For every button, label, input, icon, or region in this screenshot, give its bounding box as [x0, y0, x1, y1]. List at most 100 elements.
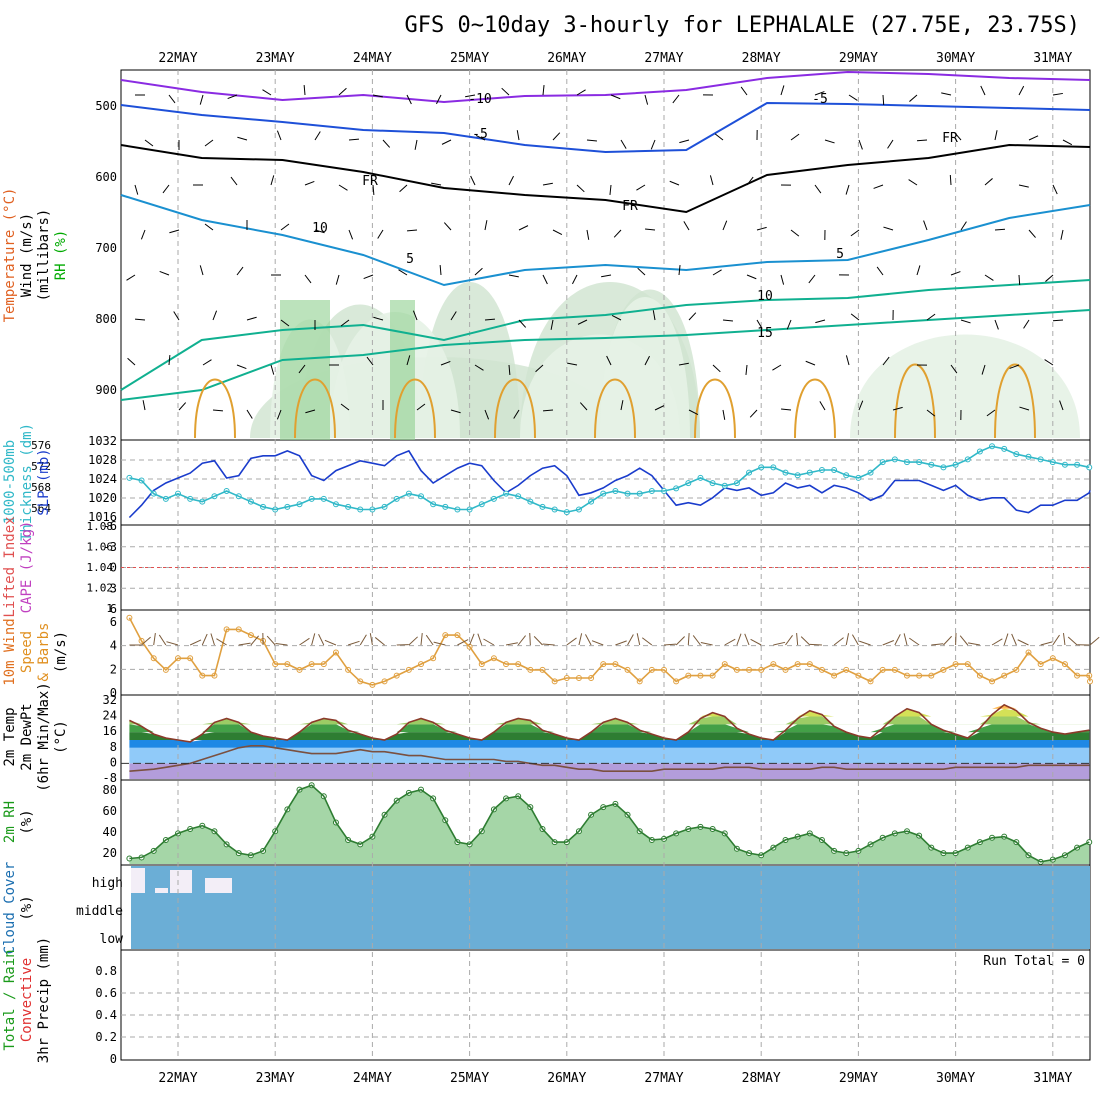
wind-barb [542, 274, 548, 285]
wind-barb [338, 87, 347, 96]
rh-shade-light [850, 334, 1080, 438]
wind-barb-10m [800, 636, 811, 646]
wind-barb-10m [641, 637, 653, 646]
date-label-top: 28MAY [742, 51, 781, 66]
wind-barb [722, 220, 728, 231]
wind-barb [1018, 274, 1021, 286]
cloud-fill [131, 866, 1090, 949]
wind-barb [678, 265, 681, 276]
wind-barb [984, 274, 994, 281]
wind-barb-10m [591, 640, 604, 646]
wind-barb [398, 269, 408, 276]
wind-barb [688, 409, 699, 415]
warm-surface-contour [994, 363, 1036, 439]
wind-barb [199, 94, 204, 105]
temp-tick: 16 [103, 724, 117, 738]
rh-tick: 20 [103, 846, 117, 860]
slp-tick: 1024 [88, 472, 117, 486]
wind-barb-10m [991, 638, 1003, 646]
slp-axis-label: 1000-500mb [2, 440, 18, 524]
lifted-index-tick: 0 [110, 561, 117, 575]
wind-barb-10m [1040, 641, 1053, 646]
contour-label: 5 [836, 247, 844, 262]
wind-barb-10m [687, 632, 690, 646]
wind-barb [620, 139, 627, 149]
wind-barb [204, 139, 214, 147]
slp-tick: 1016 [88, 510, 117, 524]
cape-tick: 1.06 [87, 541, 114, 554]
temp-band [129, 732, 1090, 740]
wind-barb [262, 89, 272, 96]
wind-barb [484, 318, 496, 321]
temp-axis-label: 2m Temp [2, 707, 18, 766]
wind-barb [552, 132, 561, 141]
wind-barb [781, 408, 792, 411]
wind-barb [303, 84, 306, 96]
warm-surface-contour [194, 378, 236, 439]
wind-barb [882, 94, 885, 106]
wind-barb-10m [369, 633, 373, 646]
wind-barb [159, 270, 170, 276]
wind-axis-label: Speed [19, 631, 35, 673]
wind-barb [815, 319, 826, 324]
rh-tick: 80 [103, 783, 117, 797]
lifted-index-tick: -6 [103, 519, 117, 533]
cape-tick: 1.08 [87, 520, 114, 533]
wind-barb [372, 94, 383, 98]
wind-barb [439, 264, 442, 276]
date-label-top: 27MAY [644, 51, 683, 66]
wind-barb-10m [627, 634, 634, 646]
warm-surface-contour [294, 378, 336, 439]
slp-tick: 1028 [88, 453, 117, 467]
precip-tick: 0.2 [95, 1030, 117, 1044]
line-layer [120, 70, 1100, 865]
wind-barb-10m [1062, 633, 1066, 646]
temp-tick: -8 [103, 771, 117, 785]
wind-barb-10m [158, 634, 167, 646]
wind-barb [230, 176, 238, 186]
contour-label: 15 [757, 326, 773, 341]
wind-barb [377, 229, 384, 239]
wind-barb-10m [153, 633, 156, 646]
wind-barb [518, 319, 527, 328]
wind-barb [363, 274, 374, 280]
wind-barb-10m [517, 635, 526, 646]
wind-barb [436, 94, 442, 105]
wind-barb [780, 85, 785, 96]
wind-barb [236, 364, 247, 370]
precip-tick: 0.8 [95, 964, 117, 978]
date-label-bottom: 28MAY [742, 1071, 781, 1086]
wind-barb-10m [675, 636, 685, 646]
wind-barb-10m [700, 642, 713, 646]
wind-barb [431, 182, 442, 186]
thickness-tick: 572 [31, 460, 51, 473]
wind-barb-10m [967, 642, 980, 646]
wind-barb [126, 274, 136, 281]
wind-barb [960, 221, 967, 231]
wind-barb [980, 85, 986, 96]
pressure-tick: 500 [95, 99, 117, 113]
wind-barb [714, 133, 724, 141]
slp-frame [120, 439, 1091, 526]
warm-surface-contour [594, 378, 636, 439]
wind-barb [984, 178, 993, 186]
temp-axis-label: 2m DewPt [19, 703, 35, 770]
date-label-bottom: 24MAY [353, 1071, 392, 1086]
wind-barb [672, 94, 680, 104]
wind-barb-10m [210, 633, 215, 646]
precip-tick: 0 [110, 1052, 117, 1066]
wind-barb [1044, 359, 1054, 366]
wind-barb [876, 266, 884, 276]
wind-barb [1052, 184, 1058, 195]
slp-line [128, 449, 1091, 519]
thickness-tick: 564 [31, 502, 51, 515]
thickness-tick: 568 [31, 481, 51, 494]
wind-barb [1045, 274, 1054, 282]
wind-barb [709, 175, 714, 186]
wind-barb [756, 319, 763, 329]
wind-barb [805, 360, 816, 366]
wind-barb [883, 226, 894, 231]
warm-surface-contour [694, 378, 736, 439]
wind-barb [873, 184, 884, 189]
wind-barb [949, 174, 952, 186]
